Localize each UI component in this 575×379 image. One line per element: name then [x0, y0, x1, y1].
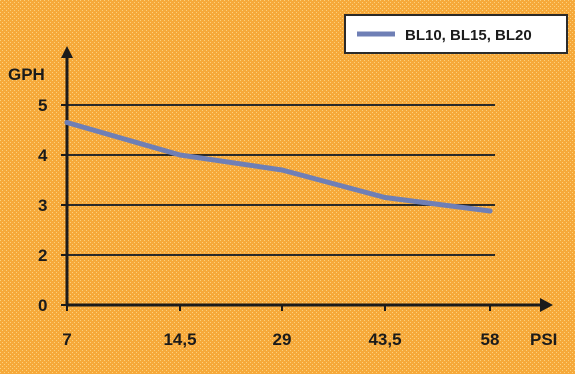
x-tick-label-3: 43,5	[368, 330, 401, 349]
y-axis-arrow	[61, 46, 73, 58]
tick-labels: 0 2 3 4 5 7 14,5 29 43,5 58	[38, 96, 499, 349]
axes	[61, 46, 553, 312]
x-axis-title: PSI	[530, 330, 557, 349]
legend: BL10, BL15, BL20	[344, 14, 568, 54]
y-axis-title: GPH	[8, 65, 45, 84]
x-tick-label-4: 58	[481, 330, 500, 349]
legend-label: BL10, BL15, BL20	[405, 27, 532, 44]
y-tick-label-0: 0	[38, 296, 47, 315]
series-point-0-4	[487, 208, 493, 214]
y-tick-label-5: 5	[38, 96, 47, 115]
series-point-0-3	[382, 195, 388, 200]
series-point-0-0	[64, 120, 70, 125]
x-axis-arrow	[540, 298, 553, 312]
x-tick-label-0: 7	[62, 330, 71, 349]
series-lines	[64, 120, 493, 214]
y-tick-label-2: 2	[38, 246, 47, 265]
y-tick-label-4: 4	[38, 146, 48, 165]
series-point-0-2	[279, 167, 285, 173]
series-point-0-1	[177, 152, 183, 158]
y-tick-label-3: 3	[38, 196, 47, 215]
x-tick-label-1: 14,5	[163, 330, 196, 349]
x-tick-label-2: 29	[273, 330, 292, 349]
grid-lines	[67, 104, 495, 256]
